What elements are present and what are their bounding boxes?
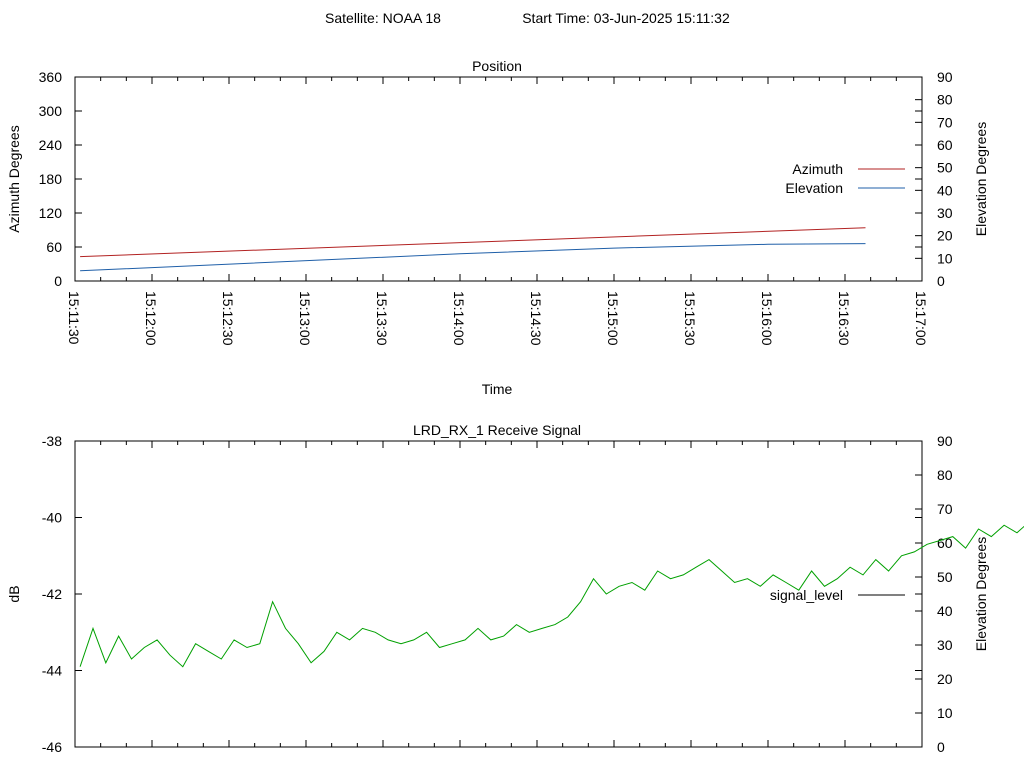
signal-y2-tick-label: 10 xyxy=(937,705,953,721)
signal-y-tick-labels: -46 -44 -42 -40 -38 xyxy=(42,433,62,755)
position-y-tick-label: 120 xyxy=(39,205,63,221)
signal-y-tick-label: -40 xyxy=(42,510,62,526)
start-time-label: Start Time: 03-Jun-2025 15:11:32 xyxy=(522,10,730,26)
position-x-tick-label: 15:15:30 xyxy=(682,291,698,346)
position-y2-tick-label: 80 xyxy=(937,92,953,108)
signal-chart-title: LRD_RX_1 Receive Signal xyxy=(413,422,581,438)
position-ticks xyxy=(74,76,923,282)
position-x-tick-label: 15:13:00 xyxy=(297,291,313,346)
position-y-tick-label: 360 xyxy=(39,69,63,85)
position-x-tick-labels: 15:11:30 15:12:00 15:12:30 15:13:00 15:13:30… xyxy=(66,291,929,346)
signal-y2-tick-label: 70 xyxy=(937,501,953,517)
position-x-tick-label: 15:14:00 xyxy=(451,291,467,346)
signal-y2-tick-label: 40 xyxy=(937,603,953,619)
signal-y-tick-label: -46 xyxy=(42,739,62,755)
signal-y2-tick-label: 20 xyxy=(937,671,953,687)
signal-y2-tick-label: 80 xyxy=(937,467,953,483)
position-y-tick-labels: 0 60 120 180 240 300 360 xyxy=(39,69,63,289)
signal-ticks xyxy=(74,440,923,748)
legend-signal-label: signal_level xyxy=(770,587,843,603)
position-y-tick-label: 300 xyxy=(39,103,63,119)
position-y2-axis-label: Elevation Degrees xyxy=(973,122,989,236)
signal-y-axis-label: dB xyxy=(6,585,22,602)
position-x-tick-label: 15:12:30 xyxy=(220,291,236,346)
position-x-tick-label: 15:13:30 xyxy=(374,291,390,346)
position-y2-tick-label: 50 xyxy=(937,160,953,176)
position-x-tick-label: 15:14:30 xyxy=(528,291,544,346)
satellite-label: Satellite: NOAA 18 xyxy=(325,10,441,26)
position-y2-tick-label: 40 xyxy=(937,182,953,198)
legend-elevation-label: Elevation xyxy=(785,180,843,196)
elevation-series-line xyxy=(80,243,866,272)
signal-y-tick-label: -42 xyxy=(42,586,62,602)
position-chart-title: Position xyxy=(472,58,522,74)
position-x-axis-label: Time xyxy=(482,381,513,397)
position-legend: Azimuth Elevation xyxy=(785,161,905,196)
azimuth-series-line xyxy=(80,227,866,258)
signal-y-tick-label: -38 xyxy=(42,433,62,449)
signal-legend: signal_level xyxy=(770,587,905,603)
position-y-tick-label: 240 xyxy=(39,137,63,153)
signal-series xyxy=(79,524,1024,668)
position-y2-tick-label: 90 xyxy=(937,69,953,85)
position-y2-tick-labels: 0 10 20 30 40 50 60 70 80 90 xyxy=(937,69,953,289)
position-x-tick-label: 15:15:00 xyxy=(605,291,621,346)
position-y-tick-label: 60 xyxy=(46,239,62,255)
position-x-tick-label: 15:12:00 xyxy=(143,291,159,346)
position-x-tick-label: 15:16:00 xyxy=(759,291,775,346)
position-y2-tick-label: 70 xyxy=(937,114,953,130)
position-y2-tick-label: 60 xyxy=(937,137,953,153)
position-series xyxy=(80,227,866,272)
signal-chart: LRD_RX_1 Receive Signal -46-44-42-40-38 … xyxy=(6,422,1024,755)
signal-y2-tick-label: 90 xyxy=(937,433,953,449)
position-x-tick-label: 15:11:30 xyxy=(66,291,82,345)
position-x-tick-label: 15:17:00 xyxy=(913,291,929,346)
signal-y2-tick-label: 50 xyxy=(937,569,953,585)
position-plot-frame xyxy=(74,76,923,282)
signal-y2-axis-label: Elevation Degrees xyxy=(973,537,989,651)
signal-y-tick-label: -44 xyxy=(42,663,62,679)
position-y2-tick-label: 20 xyxy=(937,228,953,244)
position-x-tick-label: 15:16:30 xyxy=(836,291,852,346)
position-y2-tick-label: 30 xyxy=(937,205,953,221)
signal-y2-tick-label: 60 xyxy=(937,535,953,551)
position-y-tick-label: 0 xyxy=(54,273,62,289)
position-chart: Position 0 60 120 180 240 300 360 0 10 20 30 40 50 6… xyxy=(6,58,989,397)
position-y2-tick-label: 10 xyxy=(937,250,953,266)
signal-level-series-line xyxy=(79,524,1024,668)
signal-y2-tick-labels: 0 10 20 30 40 50 60 70 80 90 xyxy=(937,433,953,755)
position-y-tick-label: 180 xyxy=(39,171,63,187)
signal-y2-tick-label: 30 xyxy=(937,637,953,653)
position-y2-tick-label: 0 xyxy=(937,273,945,289)
signal-y2-tick-label: 0 xyxy=(937,739,945,755)
legend-azimuth-label: Azimuth xyxy=(792,161,843,177)
position-y-axis-label: Azimuth Degrees xyxy=(6,125,22,232)
